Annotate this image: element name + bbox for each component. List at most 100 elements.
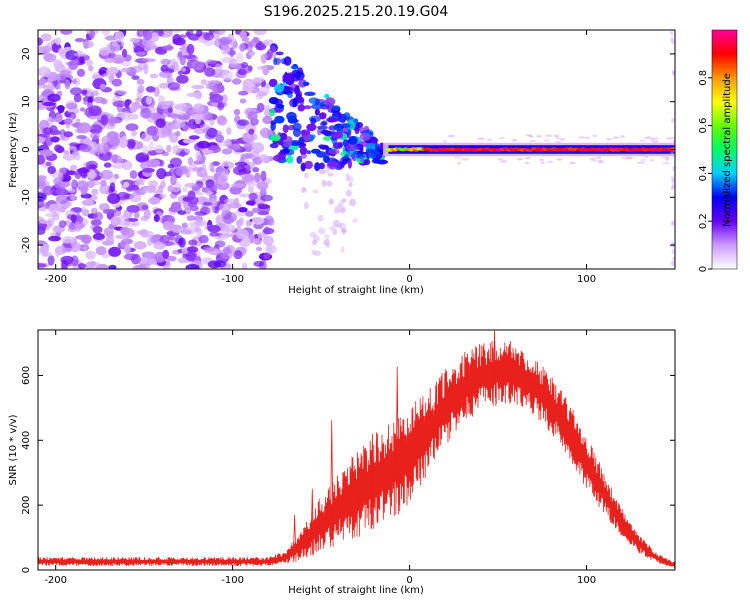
spectrogram-blob-1010 — [187, 196, 199, 205]
spectrogram-blob-833 — [85, 250, 96, 260]
colorbar-tick-label-4: 0.8 — [698, 70, 709, 86]
spectrogram-blob-1261 — [320, 129, 330, 135]
spectrogram-blob-1337 — [342, 139, 350, 147]
spectrogram-blob-836 — [121, 48, 128, 58]
spectrogram-blob-391 — [260, 54, 267, 64]
spectrogram-blob-664 — [69, 87, 83, 96]
spectrogram-blob-987 — [48, 117, 63, 123]
spectrogram-blob-1350 — [328, 118, 339, 123]
spectrogram-blob-944 — [175, 131, 181, 137]
spectrogram-blob-959 — [45, 161, 52, 167]
spectrogram-blob-1591 — [524, 161, 530, 165]
spectrogram-blob-1012 — [186, 30, 194, 36]
spectrogram-blob-1031 — [47, 217, 55, 227]
spectrogram-blob-648 — [89, 124, 103, 135]
spectrogram-blob-641 — [66, 102, 78, 110]
snr-x-tick-label-1: -100 — [221, 575, 244, 586]
spectrogram-blob-69 — [88, 65, 94, 72]
spectrogram-blob-510 — [148, 141, 154, 152]
spectrogram-blob-899 — [111, 154, 119, 164]
spectrogram-blob-914 — [221, 160, 232, 167]
spectrogram-blob-176 — [239, 98, 247, 104]
spectrogram-blob-179 — [244, 210, 254, 217]
spectrogram-blob-485 — [220, 226, 231, 236]
spectrogram-blob-1005 — [55, 246, 61, 257]
spectrogram-blob-995 — [73, 93, 82, 103]
spectrogram-blob-704 — [99, 183, 109, 195]
spectrogram-blob-1536 — [665, 158, 670, 161]
spectrogram-blob-1075 — [142, 30, 153, 41]
spectrogram-blob-1371 — [347, 175, 354, 183]
spectrogram-blob-895 — [77, 122, 91, 134]
spectrogram-blob-806 — [253, 30, 267, 36]
spectrogram-blob-1095 — [73, 153, 81, 161]
spectrogram-blob-1013 — [52, 203, 63, 211]
spectrogram-blob-848 — [256, 66, 269, 71]
spectrogram-blob-809 — [82, 89, 88, 95]
spectrogram-blob-1607 — [671, 69, 675, 75]
spectrogram-blob-359 — [136, 78, 145, 85]
snr-panel: -200 -100 0 100 0 200 400 600 Height of straigh… — [8, 329, 676, 596]
spectrogram-blob-966 — [142, 145, 149, 155]
spectrogram-blob-148 — [74, 37, 85, 43]
spectrogram-blob-1587 — [593, 156, 601, 160]
spectrogram-blob-823 — [221, 148, 233, 155]
spectrogram-blob-1378 — [328, 198, 334, 205]
spectrogram-blob-971 — [93, 211, 104, 221]
spectrogram-blob-162 — [259, 129, 268, 136]
spectrogram-blob-988 — [166, 30, 173, 35]
spectrogram-blob-951 — [108, 246, 122, 257]
spectrogram-blob-1060 — [70, 214, 77, 223]
spectrogram-blob-1349 — [347, 159, 352, 169]
spectrogram-blob-879 — [255, 42, 267, 51]
spectrogram-blob-713 — [176, 74, 189, 84]
spectrogram-blob-1035 — [209, 231, 219, 237]
spectrogram-blob-1399 — [313, 250, 322, 256]
spectrogram-blob-1552 — [646, 136, 652, 139]
spectrogram-blob-1617 — [671, 175, 675, 181]
spectrogram-blob-1309 — [287, 92, 293, 99]
spectrogram-blob-755 — [196, 171, 209, 178]
spectrogram-blob-1586 — [626, 156, 632, 160]
spectrogram-blob-1059 — [59, 167, 67, 174]
spectrogram-blob-496 — [177, 70, 184, 76]
spectrogram-blob-653 — [170, 201, 182, 210]
spectrogram-blob-1259 — [277, 104, 285, 109]
spectrogram-blob-1561 — [524, 157, 532, 160]
spectrogram-blob-820 — [182, 138, 193, 144]
spectrogram-blob-1087 — [251, 216, 265, 225]
spectrogram-blob-330 — [200, 79, 208, 85]
spectrogram-blob-1083 — [66, 61, 77, 66]
spectrogram-blob-930 — [132, 264, 145, 269]
spectrogram-blob-857 — [213, 260, 227, 268]
spectrogram-blob-1543 — [578, 136, 586, 139]
spectrogram-blob-429 — [50, 136, 60, 143]
spectrogram-blob-1351 — [328, 148, 340, 155]
spectrogram-blob-845 — [204, 67, 216, 77]
spectrogram-blob-1601 — [670, 185, 675, 191]
spectrogram-blob-1315 — [363, 159, 371, 166]
spectrogram-blob-1359 — [348, 135, 358, 145]
spectrogram-blob-1003 — [67, 188, 76, 193]
spectrogram-blob-858 — [87, 96, 94, 103]
spectrogram-blob-580 — [109, 182, 116, 193]
spectrogram-blob-1033 — [177, 51, 183, 58]
spectrogram-blob-1590 — [453, 156, 462, 159]
spectrogram-blob-703 — [177, 210, 186, 216]
spectrogram-blob-849 — [264, 215, 274, 226]
spectrogram-blob-1356 — [296, 155, 303, 164]
spectrogram-blob-513 — [130, 37, 140, 43]
spectrogram-blob-1142 — [268, 78, 278, 88]
spectrogram-blob-934 — [203, 32, 215, 41]
spectrogram-blob-692 — [224, 198, 236, 204]
spectrogram-blob-964 — [146, 158, 161, 168]
spectrogram-blob-1397 — [337, 203, 342, 209]
spectrogram-blob-789 — [70, 194, 76, 202]
spectrogram-blob-1398 — [332, 228, 338, 236]
spectrogram-blob-953 — [240, 153, 254, 160]
spectrogram-blob-1036 — [215, 134, 225, 143]
spectrogram-blob-1592 — [665, 156, 671, 159]
spectrogram-blob-1348 — [270, 134, 281, 142]
spectrogram-blob-1376 — [304, 201, 309, 210]
